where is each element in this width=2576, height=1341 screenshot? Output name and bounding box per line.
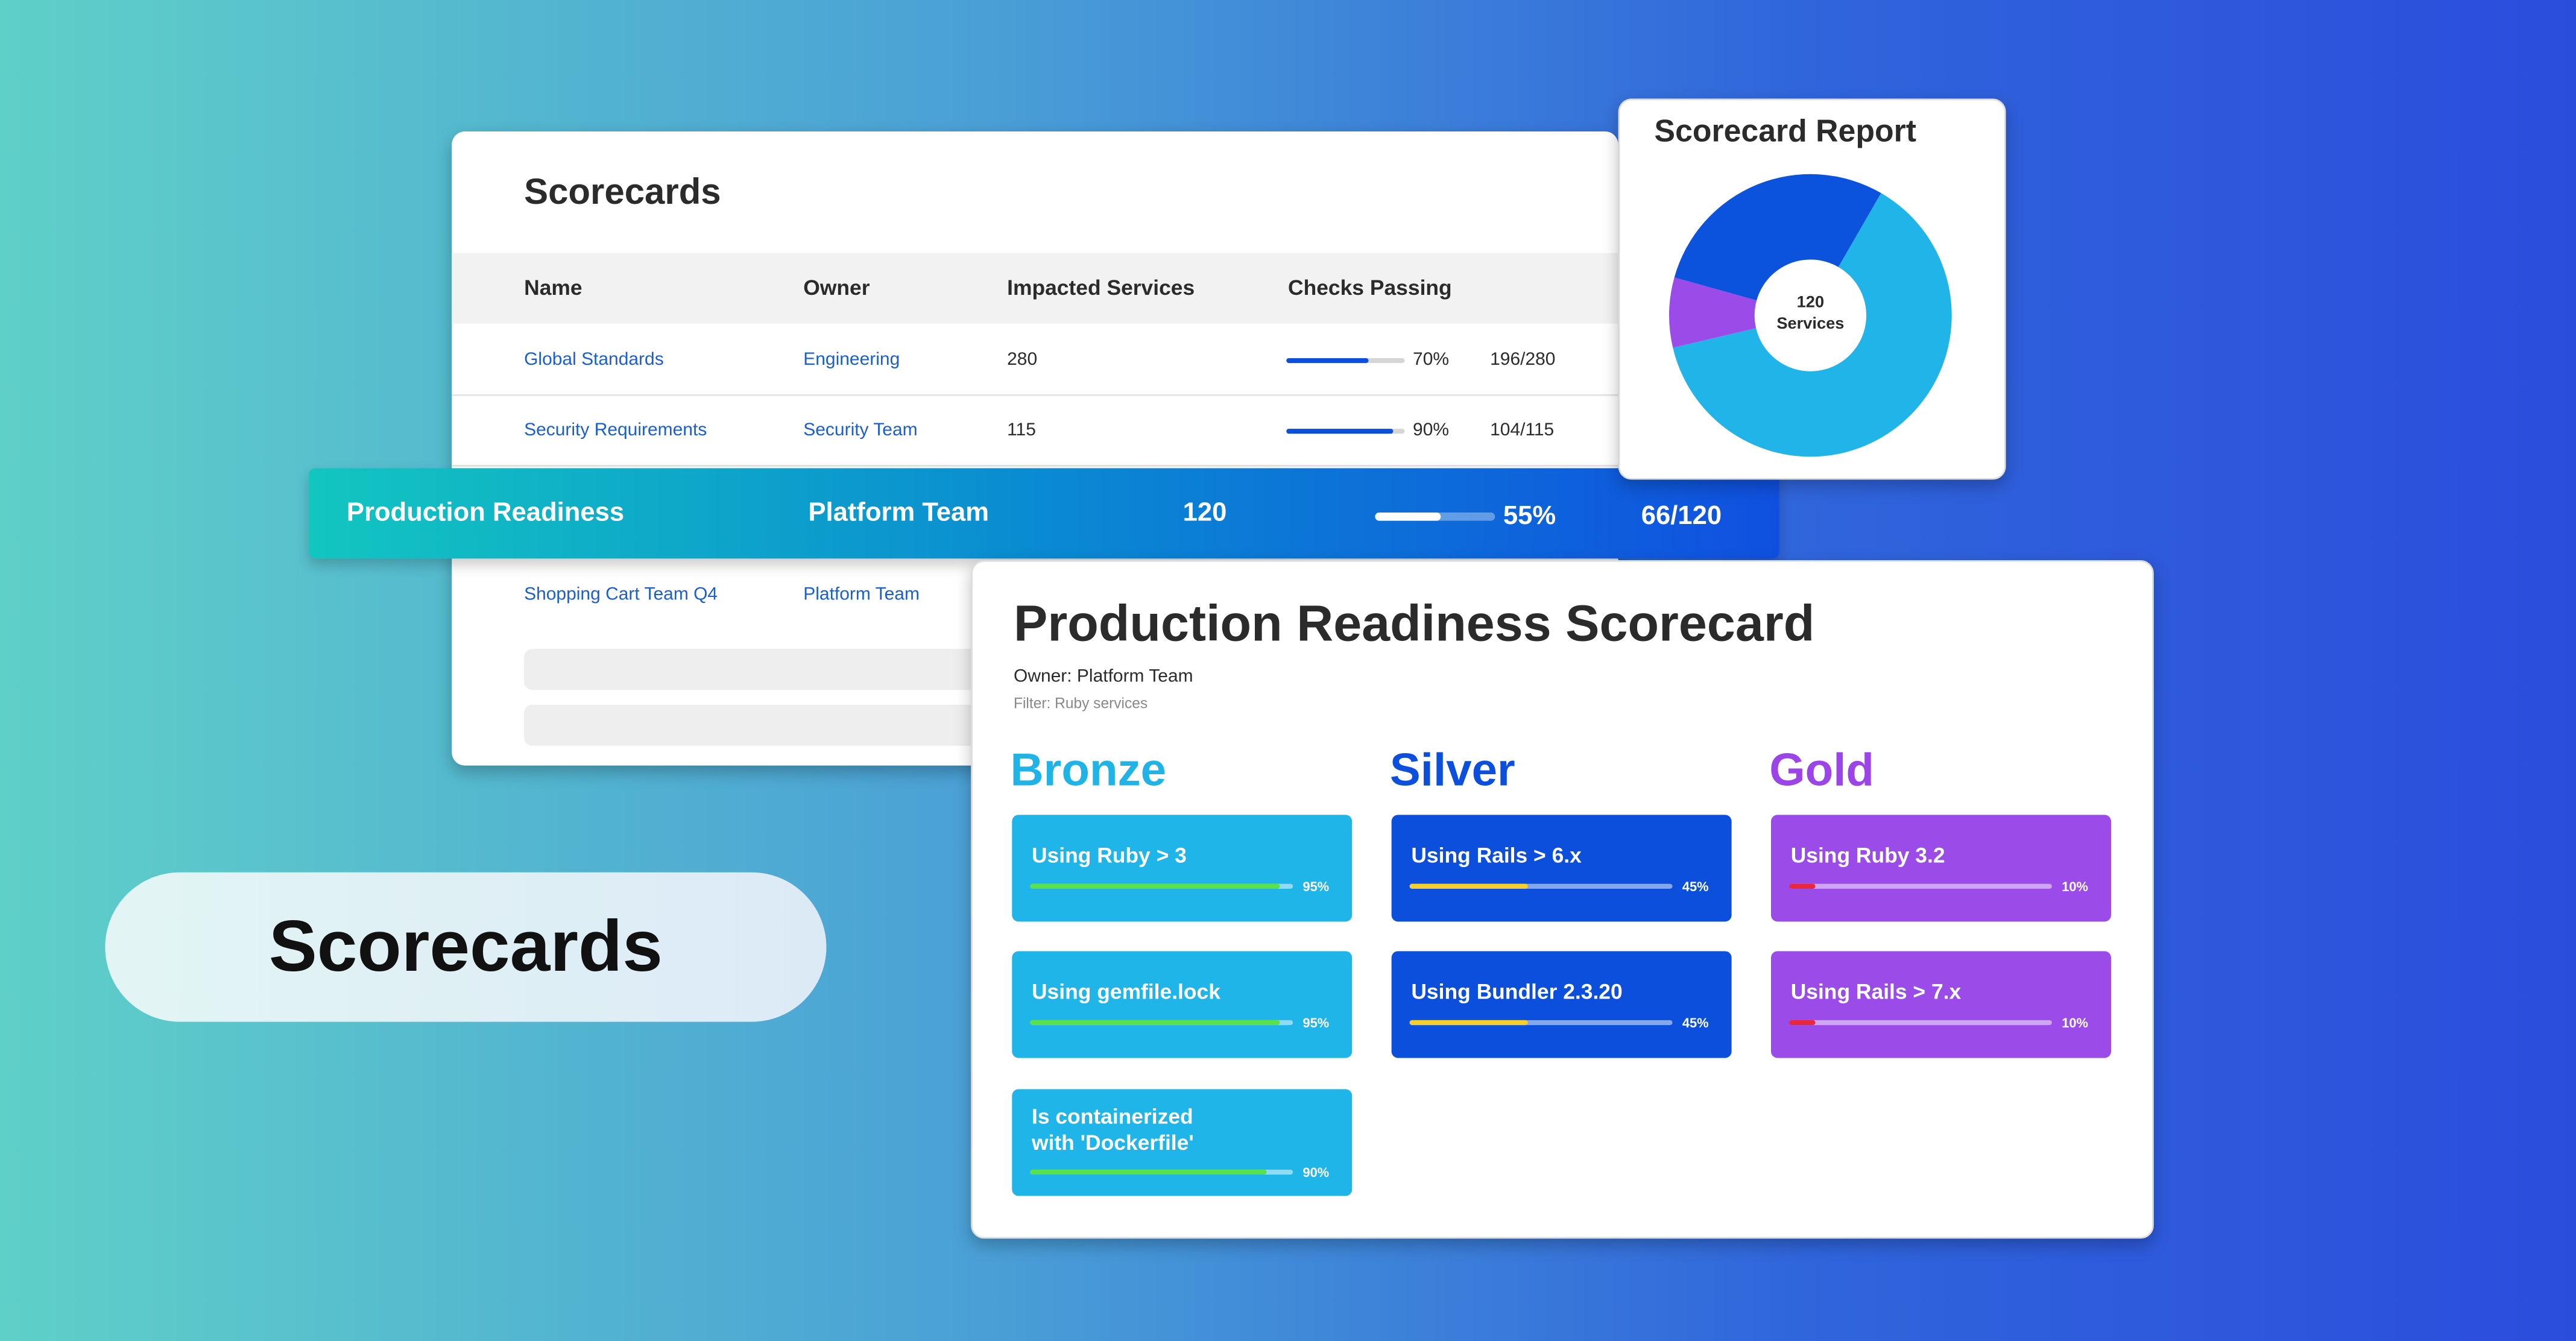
check-tile[interactable] <box>1771 815 2111 922</box>
row-percent: 70% <box>1413 350 1450 370</box>
row-name[interactable]: Security Requirements <box>524 420 707 441</box>
check-label: Using Ruby > 3 <box>1031 842 1187 868</box>
donut-slice <box>1674 174 1881 301</box>
table-title: Scorecards <box>524 171 721 212</box>
detail-filter: Filter: Ruby services <box>1014 695 1148 712</box>
report-title: Scorecard Report <box>1654 115 1916 150</box>
donut-slice <box>1673 193 1952 457</box>
row-name[interactable]: Global Standards <box>524 350 664 370</box>
check-percent: 10% <box>2062 879 2088 894</box>
check-percent: 95% <box>1302 1015 1330 1030</box>
check-label: Is containerized with 'Dockerfile' <box>1031 1103 1194 1155</box>
row-owner[interactable]: Engineering <box>803 350 900 370</box>
highlight-owner: Platform Team <box>808 499 990 528</box>
row-owner[interactable]: Security Team <box>803 420 918 441</box>
check-label: Using gemfile.lock <box>1031 979 1220 1004</box>
header-band <box>452 253 1618 324</box>
column-header: Impacted Services <box>1007 275 1195 300</box>
check-fill <box>1788 1020 1816 1026</box>
check-label: Using Rails > 6.x <box>1411 842 1582 868</box>
detail-owner: Owner: Platform Team <box>1014 667 1193 687</box>
progress-fill <box>1286 357 1369 362</box>
check-label: Using Rails > 7.x <box>1790 979 1962 1004</box>
progress-fill <box>1375 513 1441 521</box>
highlight-percent: 55% <box>1503 502 1556 531</box>
progress-fill <box>1286 428 1393 433</box>
check-track <box>1788 883 2052 889</box>
check-fill <box>1409 1020 1528 1026</box>
highlight-services: 120 <box>1182 499 1227 528</box>
check-label: Using Bundler 2.3.20 <box>1411 979 1623 1004</box>
placeholder-row <box>524 704 1001 746</box>
highlight-row[interactable] <box>309 468 1779 559</box>
row-divider <box>452 394 1618 396</box>
check-fill <box>1409 883 1528 889</box>
badge <box>105 872 827 1022</box>
check-fill <box>1788 883 1816 889</box>
row-divider <box>452 465 1618 467</box>
check-fill <box>1030 1169 1267 1175</box>
donut-center-value: 120 <box>1796 294 1825 312</box>
check-tile[interactable] <box>1012 815 1353 922</box>
row-services: 280 <box>1007 350 1038 370</box>
check-percent: 45% <box>1682 879 1709 894</box>
row-services: 115 <box>1007 420 1036 441</box>
tier-name: Silver <box>1389 744 1515 795</box>
check-percent: 90% <box>1302 1164 1330 1180</box>
row-name[interactable]: Shopping Cart Team Q4 <box>524 584 718 605</box>
check-percent: 45% <box>1682 1015 1709 1030</box>
detail-title: Production Readiness Scorecard <box>1014 595 1815 652</box>
row-owner[interactable]: Platform Team <box>803 584 920 605</box>
donut-center-label: Services <box>1776 315 1845 334</box>
donut-slice <box>1669 277 1757 348</box>
highlight-name: Production Readiness <box>346 499 625 528</box>
column-header: Checks Passing <box>1288 275 1452 300</box>
check-tile[interactable] <box>1771 951 2111 1058</box>
check-tile[interactable] <box>1012 951 1353 1058</box>
check-fill <box>1030 1020 1280 1026</box>
tier-name: Gold <box>1769 744 1875 795</box>
row-percent: 90% <box>1413 420 1450 441</box>
check-label: Using Ruby 3.2 <box>1790 842 1945 868</box>
row-passing: 196/280 <box>1490 350 1556 370</box>
check-track <box>1788 1020 2052 1026</box>
placeholder-row <box>524 649 1001 690</box>
row-passing: 104/115 <box>1490 420 1555 441</box>
check-percent: 10% <box>2062 1015 2088 1030</box>
check-tile[interactable] <box>1012 1089 1353 1196</box>
check-fill <box>1030 883 1280 889</box>
column-header: Name <box>524 275 582 300</box>
tier-name: Bronze <box>1010 744 1167 795</box>
badge-text: Scorecards <box>268 906 663 988</box>
check-track <box>1409 1020 1673 1026</box>
check-percent: 95% <box>1302 879 1330 894</box>
column-header: Owner <box>803 275 870 300</box>
check-tile[interactable] <box>1391 815 1732 922</box>
highlight-passing: 66/120 <box>1641 502 1722 531</box>
check-track <box>1409 883 1673 889</box>
check-tile[interactable] <box>1391 951 1732 1058</box>
